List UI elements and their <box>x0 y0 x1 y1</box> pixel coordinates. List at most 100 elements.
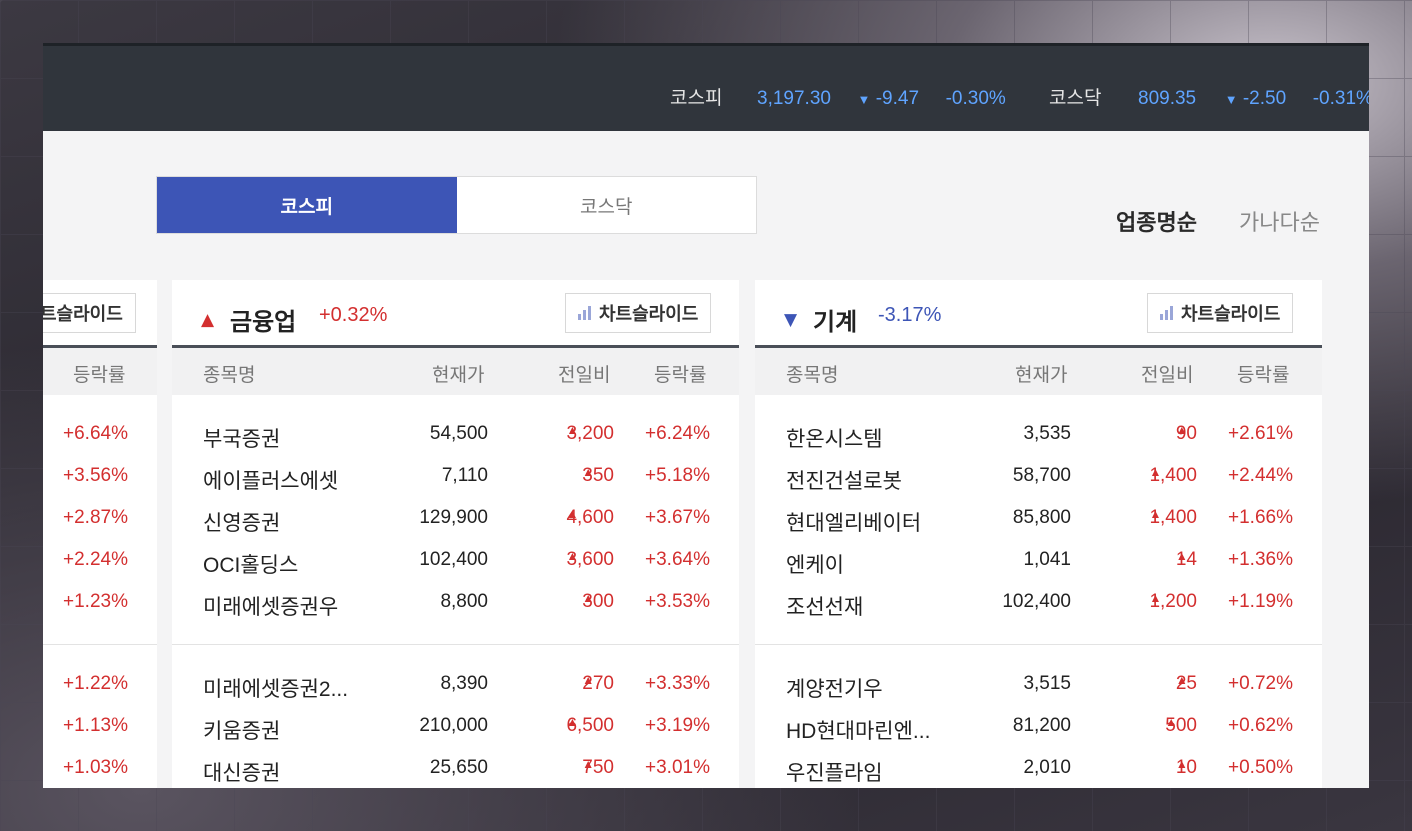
sector-name[interactable]: 금융업 <box>230 309 297 336</box>
stock-rate: +2.24% <box>63 549 128 570</box>
stock-name[interactable]: 부국증권 <box>203 428 281 451</box>
stock-row[interactable]: +1.03% <box>43 757 157 788</box>
chart-slide-label: 차트슬라이드 <box>599 304 699 324</box>
stock-row[interactable]: 미래에셋증권2... 8,390 ▲ 270 +3.33% <box>172 673 739 715</box>
stock-row[interactable]: +2.24% <box>43 549 157 591</box>
stock-row[interactable]: 에이플러스에셋 7,110 ▲ 350 +5.18% <box>172 465 739 507</box>
stock-row[interactable]: +6.64% <box>43 423 157 465</box>
up-triangle-icon: ▲ <box>566 423 579 437</box>
up-triangle-icon: ▲ <box>201 310 215 330</box>
stock-price: 7,110 <box>441 465 488 486</box>
stock-row[interactable]: 엔케이 1,041 ▲ 14 +1.36% <box>755 549 1322 591</box>
stock-change-value: 350 <box>582 465 614 486</box>
stock-rate: +6.24% <box>645 423 710 444</box>
sector-panel-partial: 트슬라이드 등락률 +6.64% +3.56% +2.87% +2.24% +1.23%… <box>43 280 157 788</box>
stock-row[interactable]: OCI홀딩스 102,400 ▲ 3,600 +3.64% <box>172 549 739 591</box>
stock-name[interactable]: 미래에셋증권우 <box>203 596 339 619</box>
sort-alphabetical[interactable]: 가나다순 <box>1239 210 1320 235</box>
stock-name[interactable]: 전진건설로봇 <box>786 470 902 493</box>
up-triangle-icon: ▲ <box>582 673 595 687</box>
panel-header: ▲ 금융업 +0.32% 차트슬라이드 <box>172 280 739 348</box>
row-divider <box>43 644 157 645</box>
stock-name[interactable]: 조선선재 <box>786 596 864 619</box>
stock-row[interactable]: 신영증권 129,900 ▲ 4,600 +3.67% <box>172 507 739 549</box>
up-triangle-icon: ▲ <box>1149 465 1162 479</box>
stock-change: ▲ 14 <box>1176 549 1197 571</box>
stock-name[interactable]: 엔케이 <box>786 554 844 577</box>
stock-rate: +1.03% <box>63 757 128 778</box>
stock-price: 1,041 <box>1023 549 1071 570</box>
index-name: 코스피 <box>670 88 723 109</box>
stock-price: 2,010 <box>1023 757 1071 778</box>
stock-row[interactable]: 키움증권 210,000 ▲ 6,500 +3.19% <box>172 715 739 757</box>
stock-name[interactable]: 한온시스템 <box>786 428 883 451</box>
stock-name[interactable]: 현대엘리베이터 <box>786 512 922 535</box>
up-triangle-icon: ▲ <box>1149 591 1162 605</box>
chart-slide-label: 차트슬라이드 <box>1181 304 1281 324</box>
stock-row[interactable]: +3.56% <box>43 465 157 507</box>
stock-price: 210,000 <box>419 715 488 736</box>
kospi-ticker[interactable]: 코스피 3,197.30 ▼ -9.47 -0.30% <box>670 83 1006 110</box>
stock-row[interactable]: 전진건설로봇 58,700 ▲ 1,400 +2.44% <box>755 465 1322 507</box>
stock-name[interactable]: OCI홀딩스 <box>203 554 299 577</box>
stock-rate: +3.01% <box>645 757 710 778</box>
stock-price: 8,390 <box>440 673 488 694</box>
stock-rate: +0.72% <box>1228 673 1293 694</box>
sector-name[interactable]: 기계 <box>813 309 858 336</box>
stock-row[interactable]: 현대엘리베이터 85,800 ▲ 1,400 +1.66% <box>755 507 1322 549</box>
up-triangle-icon: ▲ <box>582 465 595 479</box>
bar-chart-icon <box>578 306 591 320</box>
stock-name[interactable]: 미래에셋증권2... <box>203 678 349 701</box>
stock-row[interactable]: +1.23% <box>43 591 157 633</box>
stock-change-value: 4,600 <box>566 507 614 528</box>
index-name: 코스닥 <box>1049 88 1102 109</box>
stock-row[interactable]: 한온시스템 3,535 ▲ 90 +2.61% <box>755 423 1322 465</box>
up-triangle-icon: ▲ <box>566 715 579 729</box>
stock-name[interactable]: 우진플라임 <box>786 762 883 785</box>
col-change: 전일비 <box>558 365 611 386</box>
stock-change: ▲ 90 <box>1176 423 1197 445</box>
stock-row[interactable]: 우진플라임 2,010 ▲ 10 +0.50% <box>755 757 1322 788</box>
stock-change: ▲ 4,600 <box>566 507 614 529</box>
stock-price: 3,515 <box>1023 673 1071 694</box>
index-change: -9.47 <box>875 88 920 109</box>
stock-row[interactable]: 대신증권 25,650 ▲ 750 +3.01% <box>172 757 739 788</box>
stock-change-value: 3,600 <box>566 549 614 570</box>
stock-name[interactable]: 키움증권 <box>203 720 281 743</box>
column-header: 종목명 현재가 전일비 등락률 <box>172 348 739 395</box>
stock-change-value: 300 <box>582 591 614 612</box>
stock-change: ▲ 10 <box>1176 757 1197 779</box>
stock-price: 81,200 <box>1012 715 1071 736</box>
stock-rate: +2.87% <box>63 507 128 528</box>
stock-name[interactable]: 대신증권 <box>203 762 281 785</box>
chart-slide-button[interactable]: 트슬라이드 <box>43 293 136 333</box>
stock-row[interactable]: 부국증권 54,500 ▲ 3,200 +6.24% <box>172 423 739 465</box>
stock-row[interactable]: HD현대마린엔... 81,200 ▲ 500 +0.62% <box>755 715 1322 757</box>
stock-change-value: 500 <box>1165 715 1197 736</box>
stock-change-value: 1,400 <box>1149 465 1197 486</box>
up-triangle-icon: ▲ <box>1149 507 1162 521</box>
chart-slide-button[interactable]: 차트슬라이드 <box>565 293 712 333</box>
col-name: 종목명 <box>203 365 256 386</box>
chart-slide-button[interactable]: 차트슬라이드 <box>1147 293 1294 333</box>
stock-row[interactable]: +2.87% <box>43 507 157 549</box>
stock-row[interactable]: 미래에셋증권우 8,800 ▲ 300 +3.53% <box>172 591 739 633</box>
stock-change-value: 10 <box>1175 757 1197 778</box>
stock-name[interactable]: 계양전기우 <box>786 678 883 701</box>
kosdaq-ticker[interactable]: 코스닥 809.35 ▼ -2.50 -0.31% <box>1049 83 1369 110</box>
column-header: 종목명 현재가 전일비 등락률 <box>755 348 1322 395</box>
sort-by-sector-name[interactable]: 업종명순 <box>1116 210 1197 235</box>
tab-kosdaq[interactable]: 코스닥 <box>580 196 633 218</box>
stock-price: 25,650 <box>429 757 488 778</box>
stock-row[interactable]: 계양전기우 3,515 ▲ 25 +0.72% <box>755 673 1322 715</box>
stock-name[interactable]: 신영증권 <box>203 512 281 535</box>
stock-row[interactable]: 조선선재 102,400 ▲ 1,200 +1.19% <box>755 591 1322 633</box>
stock-name[interactable]: 에이플러스에셋 <box>203 470 339 493</box>
stock-rate: +1.36% <box>1228 549 1293 570</box>
stock-change: ▲ 6,500 <box>566 715 614 737</box>
stock-row[interactable]: +1.13% <box>43 715 157 757</box>
stock-row[interactable]: +1.22% <box>43 673 157 715</box>
stock-name[interactable]: HD현대마린엔... <box>786 720 931 743</box>
stock-rate: +1.23% <box>63 591 128 612</box>
tab-kospi[interactable]: 코스피 <box>157 177 457 233</box>
